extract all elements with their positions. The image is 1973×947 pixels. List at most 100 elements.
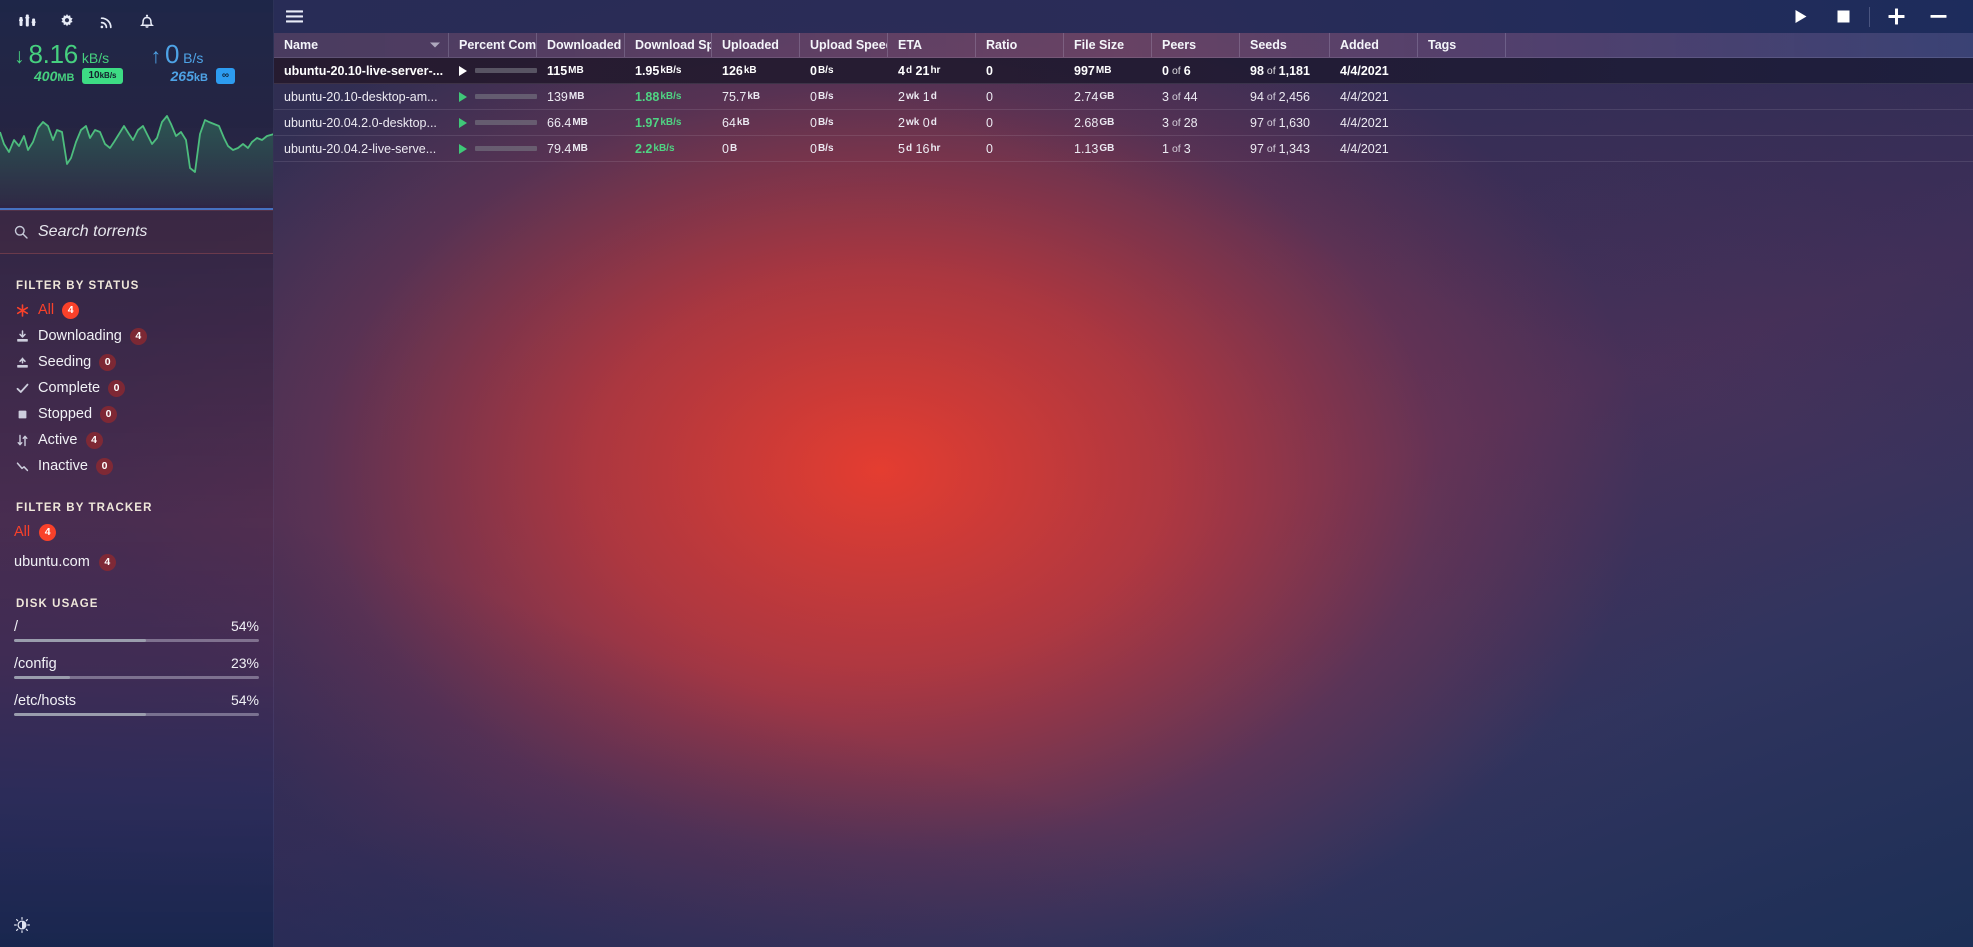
sort-descending-icon: [430, 42, 440, 48]
status-badge: 4: [85, 431, 103, 449]
search-input[interactable]: [38, 223, 259, 241]
table-row[interactable]: ubuntu-20.04.2.0-desktop... 66.4 MB 1.97 k…: [274, 110, 1973, 136]
disk-path-label: /etc/hosts: [14, 693, 77, 709]
cell-file-size: 1.13 GB: [1074, 141, 1115, 156]
column-header-peers[interactable]: Peers: [1152, 33, 1240, 57]
disk-percent-label: 54%: [230, 618, 259, 634]
column-header-added[interactable]: Added: [1330, 33, 1418, 57]
notifications-bell-icon[interactable]: [134, 10, 160, 34]
cell-filler: [1506, 110, 1973, 135]
torrent-table-header: Name Percent Com... Downloaded Download …: [274, 33, 1973, 58]
column-header-download-speed[interactable]: Download Sp...: [625, 33, 712, 57]
rss-feed-icon[interactable]: [94, 10, 120, 34]
cell-name: ubuntu-20.10-live-server-...: [284, 63, 444, 78]
disk-usage-item: /etc/hosts 54%: [14, 692, 259, 716]
sidebar-item-inactive[interactable]: Inactive 0: [14, 456, 259, 476]
sidebar-item-label: Downloading: [38, 328, 122, 344]
sidebar-item-tracker-ubuntu[interactable]: ubuntu.com 4: [14, 552, 259, 572]
filter-by-status-title: FILTER BY STATUS: [16, 280, 140, 292]
cell-tags: [1418, 110, 1506, 135]
check-icon: [14, 380, 30, 396]
sidebar-item-label: Inactive: [38, 458, 88, 474]
column-header-uploaded[interactable]: Uploaded: [712, 33, 800, 57]
column-header-tags[interactable]: Tags: [1418, 33, 1506, 57]
status-badge: 4: [62, 301, 80, 319]
play-state-icon: [459, 117, 467, 128]
sidebar-item-complete[interactable]: Complete 0: [14, 378, 259, 398]
torrent-table-body: ubuntu-20.10-live-server-... 115 MB 1.95 k…: [274, 58, 1973, 162]
disk-usage-bar: [14, 676, 259, 679]
download-tray-icon: [14, 328, 30, 344]
cell-ratio: 0: [986, 115, 993, 130]
column-header-downloaded[interactable]: Downloaded: [537, 33, 625, 57]
table-row[interactable]: ubuntu-20.04.2-live-serve... 79.4 MB 2.2 k…: [274, 136, 1973, 162]
statistics-icon[interactable]: [14, 10, 40, 34]
download-total: 400MB: [34, 67, 75, 84]
column-header-file-size[interactable]: File Size: [1064, 33, 1152, 57]
search-icon: [14, 225, 28, 239]
column-header-upload-speed[interactable]: Upload Speed: [800, 33, 888, 57]
disk-usage-bar: [14, 713, 259, 716]
remove-torrent-button[interactable]: [1917, 0, 1959, 33]
status-badge: 4: [39, 523, 57, 541]
filter-by-tracker-title: FILTER BY TRACKER: [16, 502, 153, 514]
cell-name: ubuntu-20.04.2.0-desktop...: [284, 115, 437, 130]
download-rate-unit: kB/s: [81, 50, 110, 66]
download-speed-block: ↓ 8.16 kB/s 400MB 10kB/s: [0, 40, 137, 100]
disk-path-label: /config: [14, 656, 57, 672]
stop-square-icon: [14, 406, 30, 422]
sidebar-item-all-trackers[interactable]: All 4: [14, 522, 259, 542]
cell-peers: 3 of 28: [1162, 115, 1198, 130]
download-arrow-icon: ↓: [14, 45, 25, 68]
exchange-arrows-icon: [14, 432, 30, 448]
disk-usage-item: / 54%: [14, 618, 259, 642]
hamburger-menu-icon[interactable]: [286, 10, 303, 23]
download-limit-pill[interactable]: 10kB/s: [82, 67, 123, 84]
declining-line-icon: [14, 458, 30, 474]
upload-limit-pill[interactable]: ∞: [215, 67, 236, 84]
table-row[interactable]: ubuntu-20.10-live-server-... 115 MB 1.95 k…: [274, 58, 1973, 84]
table-row[interactable]: ubuntu-20.10-desktop-am... 139 MB 1.88 kB/…: [274, 84, 1973, 110]
play-state-icon: [459, 65, 467, 76]
cell-added: 4/4/2021: [1340, 63, 1389, 78]
sidebar-item-label: Complete: [38, 380, 101, 396]
cell-upload-speed: 0 B/s: [810, 141, 834, 156]
sidebar-divider: [0, 208, 273, 210]
column-header-name[interactable]: Name: [274, 33, 449, 57]
sidebar-item-seeding[interactable]: Seeding 0: [14, 352, 259, 372]
cell-file-size: 2.68 GB: [1074, 115, 1115, 130]
cell-seeds: 98 of 1,181: [1250, 63, 1310, 78]
cell-tags: [1418, 136, 1506, 161]
toolbar-separator: [1869, 6, 1870, 27]
start-torrent-button[interactable]: [1780, 0, 1822, 33]
sidebar-item-all-status[interactable]: All 4: [14, 300, 259, 320]
cell-percent: [449, 58, 537, 83]
column-header-seeds[interactable]: Seeds: [1240, 33, 1330, 57]
settings-gear-icon[interactable]: [54, 10, 80, 34]
search-torrents-box[interactable]: [0, 210, 273, 254]
stop-torrent-button[interactable]: [1822, 0, 1864, 33]
column-header-percent[interactable]: Percent Com...: [449, 33, 537, 57]
cell-downloaded: 79.4 MB: [547, 141, 588, 156]
cell-filler: [1506, 58, 1973, 83]
cell-upload-speed: 0 B/s: [810, 63, 834, 78]
column-header-filler: [1506, 33, 1973, 57]
sidebar-item-downloading[interactable]: Downloading 4: [14, 326, 259, 346]
add-torrent-button[interactable]: [1875, 0, 1917, 33]
cell-upload-speed: 0 B/s: [810, 89, 834, 104]
cell-upload-speed: 0 B/s: [810, 115, 834, 130]
cell-download-speed: 1.95 kB/s: [635, 63, 682, 78]
cell-ratio: 0: [986, 141, 993, 156]
cell-filler: [1506, 136, 1973, 161]
cell-seeds: 97 of 1,343: [1250, 141, 1310, 156]
cell-uploaded: 64 kB: [722, 115, 750, 130]
cell-download-speed: 1.88 kB/s: [635, 89, 682, 104]
brightness-theme-icon[interactable]: [14, 917, 30, 933]
column-header-eta[interactable]: ETA: [888, 33, 976, 57]
sidebar-item-stopped[interactable]: Stopped 0: [14, 404, 259, 424]
sidebar-item-active[interactable]: Active 4: [14, 430, 259, 450]
column-header-ratio[interactable]: Ratio: [976, 33, 1064, 57]
cell-seeds: 97 of 1,630: [1250, 115, 1310, 130]
